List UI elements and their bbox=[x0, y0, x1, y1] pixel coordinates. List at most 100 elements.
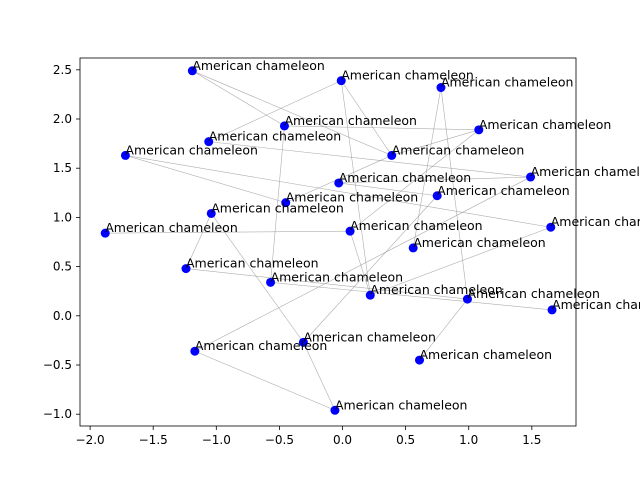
point-label: American chameleon bbox=[125, 142, 258, 157]
data-point bbox=[266, 277, 276, 287]
edge-line bbox=[419, 298, 468, 361]
x-tick-label: 0.0 bbox=[333, 433, 352, 447]
data-point bbox=[432, 191, 442, 201]
point-label: American chameleon bbox=[211, 200, 344, 215]
data-point bbox=[334, 178, 344, 188]
point-label: American chameleon bbox=[339, 170, 472, 185]
edge-line bbox=[270, 125, 285, 283]
point-label: American chameleon bbox=[341, 68, 474, 83]
point-label: American chameleon bbox=[420, 347, 553, 362]
y-tick-label: 0.0 bbox=[53, 309, 72, 323]
data-point bbox=[387, 150, 397, 160]
edge-line bbox=[341, 80, 392, 156]
data-point bbox=[281, 198, 291, 208]
point-label: American chameleon bbox=[303, 329, 436, 344]
data-point bbox=[187, 66, 197, 76]
x-tick-label: −0.5 bbox=[265, 433, 294, 447]
data-point bbox=[415, 355, 425, 365]
edge-line bbox=[340, 80, 371, 296]
data-point bbox=[206, 208, 216, 218]
x-tick-label: 0.5 bbox=[396, 433, 415, 447]
x-tick-label: 1.0 bbox=[459, 433, 478, 447]
axes-frame bbox=[79, 57, 577, 427]
data-point bbox=[365, 290, 375, 300]
edge-line bbox=[440, 87, 468, 300]
point-label: American chameleon bbox=[370, 282, 503, 297]
data-point bbox=[547, 305, 557, 315]
edges-layer bbox=[105, 70, 553, 411]
point-label: American chameleon bbox=[479, 117, 612, 132]
points-layer bbox=[100, 66, 557, 415]
data-point bbox=[330, 405, 340, 415]
edge-line bbox=[125, 155, 551, 228]
x-tick-label: −2.0 bbox=[76, 433, 105, 447]
point-label: American chameleon bbox=[392, 142, 525, 157]
data-point bbox=[345, 226, 355, 236]
y-tick-label: 2.0 bbox=[53, 112, 72, 126]
y-axis: −1.0 −0.5 0.0 0.5 1.0 1.5 2.0 2.5 bbox=[43, 63, 80, 421]
data-point bbox=[181, 264, 191, 274]
edge-line bbox=[391, 129, 479, 156]
edge-line bbox=[192, 70, 285, 127]
data-point bbox=[474, 125, 484, 135]
point-label: American chameleon bbox=[552, 297, 640, 312]
y-tick-label: −0.5 bbox=[43, 358, 72, 372]
y-tick-label: 0.5 bbox=[53, 260, 72, 274]
edge-line bbox=[412, 87, 442, 248]
y-tick-label: 1.0 bbox=[53, 210, 72, 224]
edge-line bbox=[192, 70, 392, 156]
edge-line bbox=[370, 226, 551, 296]
data-point bbox=[204, 137, 214, 147]
data-point bbox=[436, 83, 446, 93]
edge-line bbox=[194, 350, 336, 411]
point-label: American chameleon bbox=[209, 129, 342, 144]
edge-line bbox=[349, 231, 371, 296]
y-tick-label: −1.0 bbox=[43, 407, 72, 421]
point-label: American chameleon bbox=[441, 75, 574, 90]
point-label: American chameleon bbox=[467, 286, 600, 301]
edge-line bbox=[303, 195, 438, 343]
edge-line bbox=[211, 213, 304, 343]
edge-line bbox=[303, 342, 336, 411]
data-point bbox=[408, 243, 418, 253]
point-label: American chameleon bbox=[335, 397, 468, 412]
point-label: American chameleon bbox=[551, 214, 640, 229]
edge-line bbox=[338, 182, 438, 197]
data-point bbox=[190, 346, 200, 356]
edge-line bbox=[270, 282, 553, 311]
point-label: American chameleon bbox=[192, 58, 325, 73]
x-tick-label: −1.0 bbox=[202, 433, 231, 447]
edge-line bbox=[185, 268, 468, 300]
y-tick-label: 2.5 bbox=[53, 63, 72, 77]
y-tick-label: 1.5 bbox=[53, 161, 72, 175]
point-label: American chameleon bbox=[195, 338, 328, 353]
data-point bbox=[100, 228, 110, 238]
point-label: American chameleon bbox=[286, 190, 419, 205]
point-label: American chameleon bbox=[284, 113, 417, 128]
data-point bbox=[120, 150, 130, 160]
edge-line bbox=[349, 129, 480, 232]
data-point bbox=[462, 294, 472, 304]
point-label: American chameleon bbox=[105, 220, 238, 235]
edge-line bbox=[194, 176, 531, 352]
point-label: American chameleon bbox=[186, 256, 319, 271]
data-point bbox=[336, 76, 346, 86]
data-point bbox=[279, 121, 289, 131]
point-label: American chameleon bbox=[271, 269, 404, 284]
point-label: American chameleon bbox=[350, 218, 483, 233]
point-label: American chameleon bbox=[413, 235, 546, 250]
point-label: American chameleon bbox=[437, 183, 570, 198]
x-tick-label: 1.5 bbox=[522, 433, 541, 447]
x-axis: −2.0 −1.5 −1.0 −0.5 0.0 0.5 1.0 1.5 bbox=[76, 426, 541, 447]
data-point bbox=[526, 172, 536, 182]
x-tick-label: −1.5 bbox=[139, 433, 168, 447]
edge-line bbox=[185, 213, 212, 269]
edge-line bbox=[338, 176, 531, 184]
data-point bbox=[546, 222, 556, 232]
edge-line bbox=[125, 155, 286, 203]
data-point bbox=[298, 337, 308, 347]
edge-line bbox=[105, 230, 351, 234]
